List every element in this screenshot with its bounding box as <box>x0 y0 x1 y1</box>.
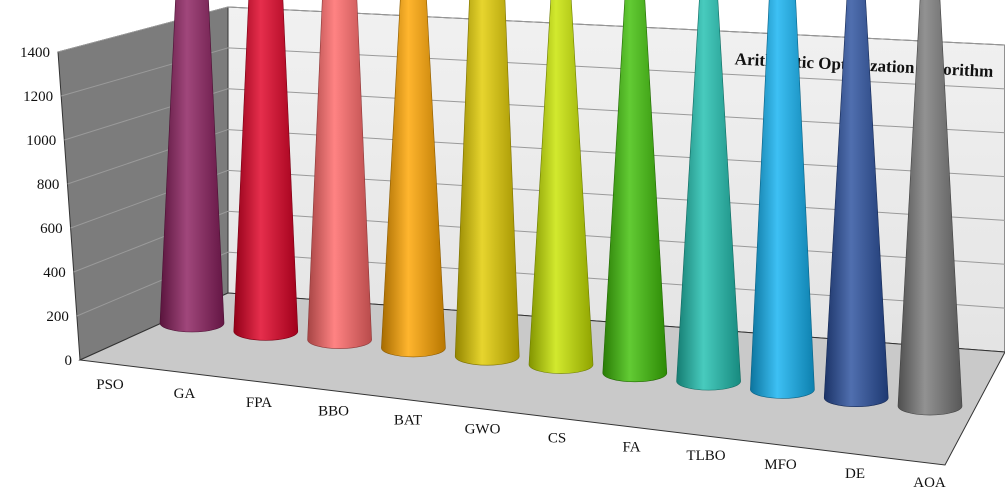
x-tick-label-cs: CS <box>548 430 566 446</box>
x-tick-label-fpa: FPA <box>246 395 272 411</box>
gridline <box>57 6 1005 53</box>
x-tick-label-de: DE <box>845 466 865 482</box>
cone-de <box>823 0 889 408</box>
y-tick-label: 0 <box>65 353 73 369</box>
x-tick-label-gwo: GWO <box>465 422 501 438</box>
cone-bat <box>381 0 446 358</box>
cone-fa <box>602 0 668 383</box>
cone-ga <box>159 0 225 333</box>
cone-mfo <box>750 0 815 399</box>
x-tick-label-ga: GA <box>174 386 196 402</box>
gridline <box>70 169 1005 229</box>
y-tick-label: 200 <box>46 309 69 325</box>
gridline <box>64 88 1005 141</box>
cone-cs <box>528 0 594 374</box>
y-tick-label: 1000 <box>26 133 56 149</box>
cone-gwo <box>454 0 520 366</box>
x-tick-label-aoa: AOA <box>913 475 946 491</box>
y-axis-ticks: 0 200 400 600 800 1000 1200 1400 <box>20 45 72 369</box>
gridline <box>73 210 1005 273</box>
x-tick-label-pso: PSO <box>96 377 124 393</box>
x-tick-label-fa: FA <box>622 439 640 455</box>
cone-bbo <box>307 0 372 349</box>
cone-fpa <box>233 0 299 341</box>
cone-tlbo <box>676 0 741 391</box>
cone-series <box>159 0 963 416</box>
x-tick-label-bat: BAT <box>394 413 422 429</box>
gridline <box>67 129 1005 185</box>
y-tick-label: 1200 <box>23 89 53 105</box>
x-axis-labels: PSO GA FPA BBO BAT GWO CS FA TLBO MFO DE AOA <box>96 377 946 491</box>
gridline <box>76 251 1005 317</box>
y-tick-label: 600 <box>40 221 63 237</box>
gridline <box>61 47 1005 97</box>
x-tick-label-mfo: MFO <box>764 457 797 473</box>
cone-aoa <box>897 0 963 416</box>
y-tick-label: 800 <box>37 177 60 193</box>
x-tick-label-bbo: BBO <box>318 404 349 420</box>
y-tick-label: 1400 <box>20 45 50 61</box>
y-tick-label: 400 <box>43 265 66 281</box>
x-tick-label-tlbo: TLBO <box>686 448 725 464</box>
gridlines <box>57 6 1005 317</box>
